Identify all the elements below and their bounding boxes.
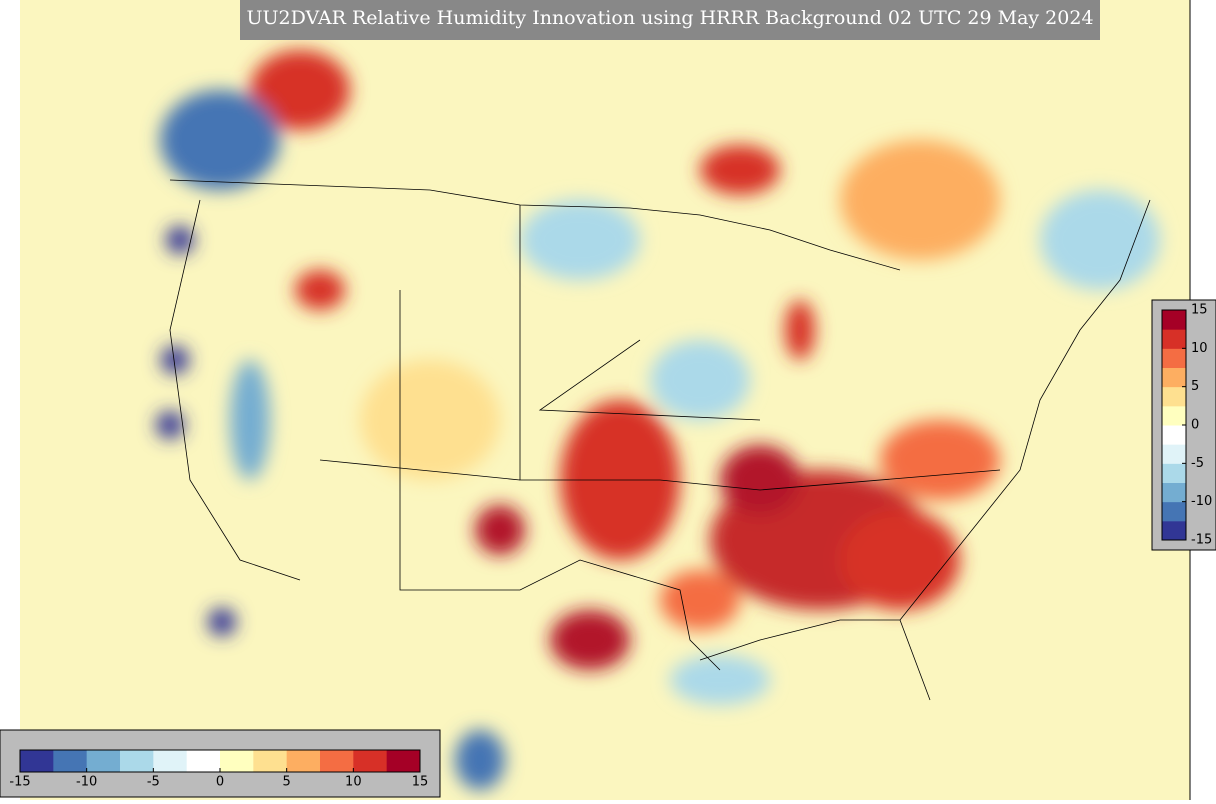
colorbar-segment — [1162, 386, 1186, 407]
colorbar-tick-label: 15 — [1191, 303, 1208, 318]
colorbar-tick-label: 0 — [1191, 418, 1199, 433]
colorbar-horizontal: -15 -10 -5 0 5 10 15 — [9, 749, 429, 790]
colorbar-segment — [353, 750, 388, 772]
map — [20, 0, 1190, 800]
colorbar-segment — [20, 750, 54, 772]
colorbar-tick-label: 10 — [345, 775, 362, 790]
colorbar-segment — [1162, 348, 1186, 368]
colorbar-vertical: -15 -10 -5 0 5 10 15 — [1161, 303, 1212, 548]
colorbar-tick-label: 5 — [283, 775, 291, 790]
borders — [169, 179, 1151, 701]
colorbar-tick-label: 0 — [216, 775, 224, 790]
title: UU2DVAR Relative Humidity Innovation usi… — [246, 7, 1093, 29]
colorbar-segment — [320, 750, 354, 772]
colorbar-tick-label: -5 — [1191, 456, 1204, 471]
colorbar-segment — [120, 750, 154, 772]
colorbar-segment — [1162, 329, 1186, 349]
title-box — [240, 0, 1100, 40]
colorbar-segment — [1162, 501, 1186, 522]
colorbar-tick-label: -15 — [1191, 533, 1212, 548]
colorbar-tick-label: 5 — [1191, 379, 1199, 394]
colorbar-tick-label: -5 — [147, 775, 160, 790]
colorbar-segment — [1162, 482, 1186, 503]
colorbar-segment — [253, 750, 288, 772]
colorbar-segment — [1162, 444, 1186, 464]
colorbar-segment — [1162, 405, 1186, 426]
colorbar-segment — [86, 750, 121, 772]
colorbar-tick-label: 10 — [1191, 341, 1208, 356]
colorbar-segment — [53, 750, 88, 772]
colorbar-segment — [1162, 310, 1186, 330]
colorbar-segment — [1162, 367, 1186, 388]
colorbar-tick-label: -15 — [9, 775, 30, 790]
colorbar-segment — [220, 750, 254, 772]
innovation-field — [156, 50, 1160, 790]
colorbar-segment — [1162, 463, 1186, 483]
colorbar-segment — [1162, 425, 1186, 445]
colorbar-segment — [286, 750, 321, 772]
colorbar-segment — [386, 750, 421, 772]
colorbar-tick-label: -10 — [1191, 494, 1212, 509]
colorbar-segment — [1162, 520, 1186, 541]
colorbar-tick-label: -10 — [76, 775, 97, 790]
colorbar-segment — [186, 750, 221, 772]
colorbar-segment — [153, 750, 188, 772]
colorbar-tick-label: 15 — [412, 775, 429, 790]
